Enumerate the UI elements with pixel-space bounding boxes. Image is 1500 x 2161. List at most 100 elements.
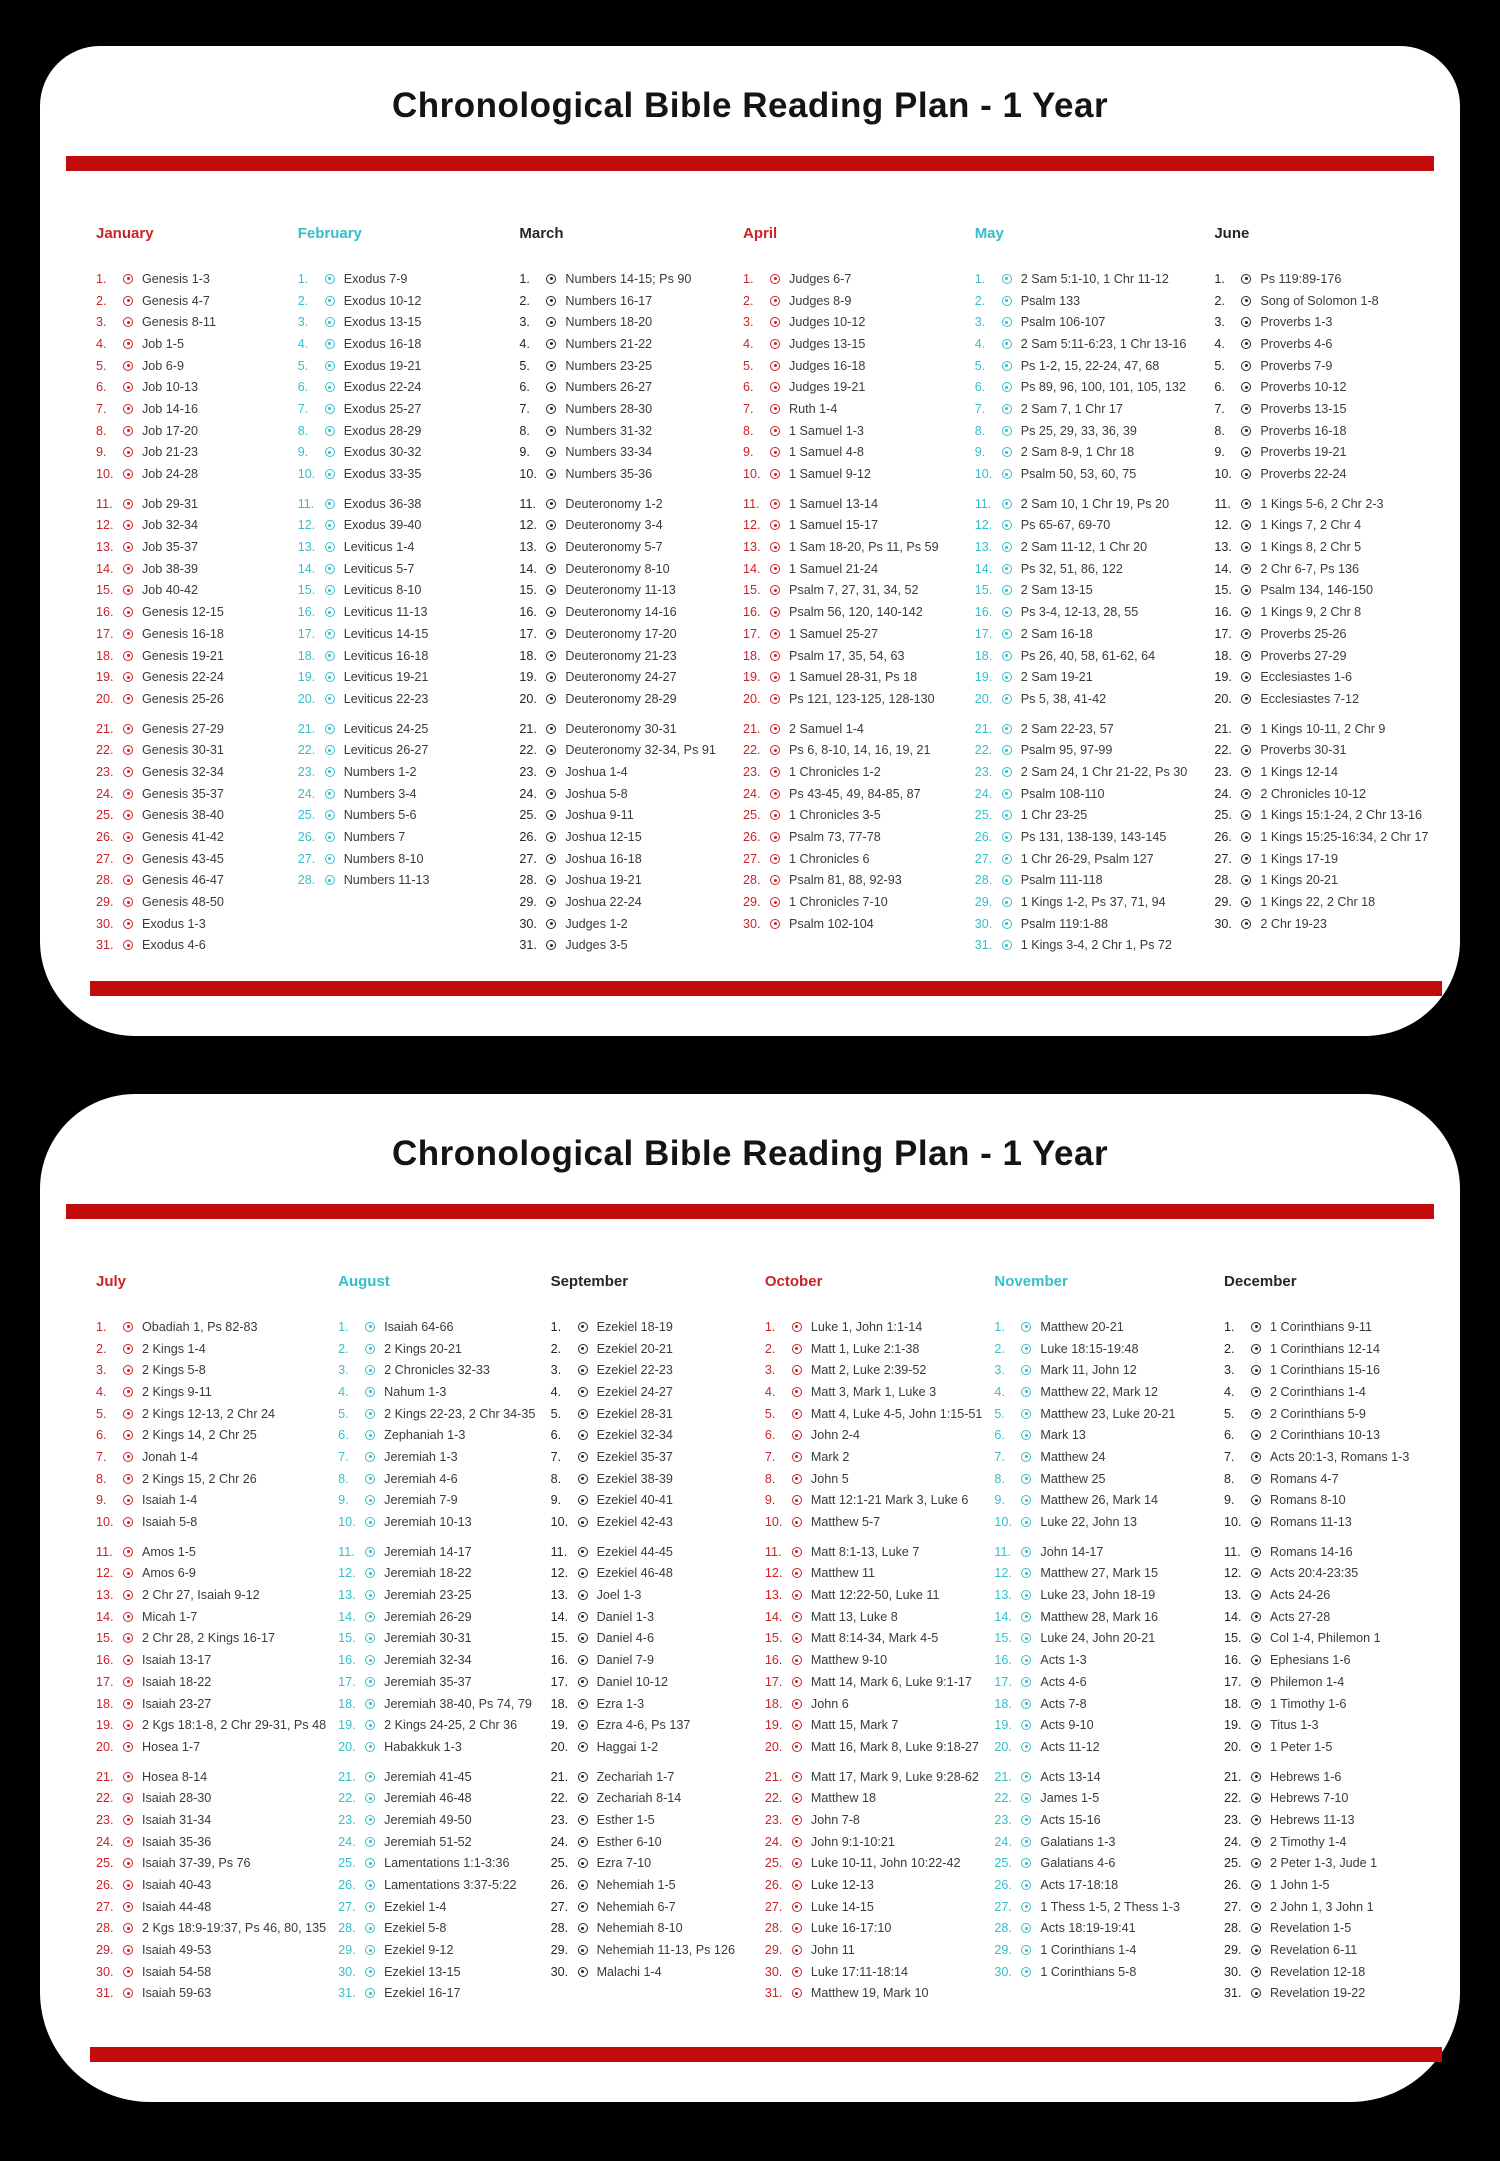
reading-row: 12. Ezekiel 46-48	[551, 1563, 753, 1585]
reading-text: Jeremiah 46-48	[384, 1791, 472, 1806]
reading-text: Galatians 1-3	[1040, 1834, 1116, 1849]
check-circle-icon	[123, 853, 133, 864]
check-circle-icon	[365, 1676, 376, 1687]
check-circle-icon	[1241, 360, 1252, 371]
reading-text: Judges 13-15	[789, 336, 866, 351]
reading-text: Ezekiel 13-15	[384, 1964, 461, 1979]
check-circle-icon	[324, 295, 335, 306]
day-number: 10.	[994, 1515, 1012, 1530]
reading-text: Psalm 108-110	[1020, 786, 1105, 801]
day-number: 26.	[1224, 1878, 1242, 1893]
month-column-august: August 1. Isaiah 64-66 2. 2 Kings 20-21 3. 2 C…	[338, 1273, 538, 2004]
check-circle-icon	[1021, 1365, 1032, 1376]
check-circle-icon	[577, 1655, 588, 1666]
check-circle-icon	[365, 1321, 376, 1332]
check-circle-icon	[1001, 382, 1012, 393]
check-circle-icon	[324, 360, 335, 371]
check-circle-icon	[365, 1408, 376, 1419]
reading-text: 1 Corinthians 5-8	[1040, 1964, 1137, 1979]
day-number: 22.	[764, 1791, 783, 1806]
reading-text: Proverbs 1-3	[1260, 315, 1333, 330]
check-circle-icon	[1001, 723, 1012, 734]
check-circle-icon	[770, 693, 781, 704]
reading-row: 19. 2 Kings 24-25, 2 Chr 36	[338, 1714, 538, 1736]
reading-text: Jeremiah 38-40, Ps 74, 79	[384, 1696, 532, 1711]
day-number: 8.	[743, 423, 754, 438]
check-circle-icon	[365, 1793, 376, 1804]
reading-row: 27. Joshua 16-18	[519, 848, 731, 870]
day-number: 3.	[519, 315, 530, 330]
reading-row: 30. Ezekiel 13-15	[338, 1961, 538, 1983]
reading-text: Mark 11, John 12	[1040, 1363, 1137, 1378]
day-number: 4.	[1224, 1384, 1235, 1399]
day-number: 8.	[338, 1471, 349, 1486]
check-circle-icon	[123, 425, 133, 436]
reading-text: Genesis 8-11	[142, 315, 216, 330]
reading-text: Proverbs 27-29	[1260, 648, 1347, 663]
day-number: 19.	[1224, 1718, 1242, 1733]
day-number: 1.	[96, 1319, 107, 1334]
day-number: 14.	[743, 561, 761, 576]
month-column-november: November 1. Matthew 20-21 2. Luke 18:15-19:4…	[994, 1273, 1212, 2004]
reading-row: 20. Habakkuk 1-3	[338, 1736, 538, 1758]
day-number: 16.	[743, 605, 761, 620]
day-number: 17.	[96, 626, 114, 641]
reading-text: John 6	[810, 1696, 849, 1711]
reading-row: 14. Job 38-39	[96, 558, 286, 580]
day-number: 21.	[743, 721, 761, 736]
reading-text: Matt 16, Mark 8, Luke 9:18-27	[810, 1739, 979, 1754]
reading-row: 19. 2 Sam 19-21	[975, 666, 1203, 688]
reading-text: Titus 1-3	[1270, 1718, 1319, 1733]
day-number: 10.	[297, 467, 316, 482]
day-number: 3.	[764, 1363, 776, 1378]
day-number: 25.	[743, 808, 761, 823]
reading-text: 1 Samuel 21-24	[789, 561, 878, 576]
reading-row: 25. Isaiah 37-39, Ps 76	[96, 1853, 326, 1875]
day-number: 3.	[743, 315, 754, 330]
check-circle-icon	[1251, 1793, 1262, 1804]
reading-text: Proverbs 4-6	[1260, 336, 1333, 351]
reading-row: 31. Revelation 19-22	[1224, 1983, 1434, 2005]
reading-text: Psalm 119:1-88	[1020, 916, 1108, 931]
day-number: 13.	[1214, 540, 1232, 555]
check-circle-icon	[1021, 1771, 1032, 1782]
check-circle-icon	[123, 810, 133, 821]
reading-row: 28. Acts 18:19-19:41	[994, 1918, 1212, 1940]
reading-row: 1. Judges 6-7	[743, 268, 963, 290]
reading-text: Job 29-31	[142, 496, 199, 511]
reading-row: 24. 2 Chronicles 10-12	[1214, 783, 1434, 805]
reading-row: 17. 1 Samuel 25-27	[743, 623, 963, 645]
day-number: 17.	[297, 626, 316, 641]
reading-text: Romans 14-16	[1270, 1544, 1353, 1559]
reading-text: Numbers 33-34	[565, 445, 653, 460]
check-circle-icon	[365, 1698, 376, 1709]
reading-text: Ephesians 1-6	[1270, 1653, 1351, 1668]
check-circle-icon	[770, 382, 781, 393]
reading-text: Psalm 7, 27, 31, 34, 52	[789, 583, 919, 598]
check-circle-icon	[123, 1741, 133, 1752]
day-number: 6.	[338, 1428, 349, 1443]
reading-text: Genesis 32-34	[142, 764, 224, 779]
check-circle-icon	[577, 1923, 588, 1934]
reading-text: Matt 8:14-34, Mark 4-5	[810, 1631, 939, 1646]
reading-text: Matthew 25	[1040, 1471, 1106, 1486]
check-circle-icon	[1251, 1988, 1262, 1999]
reading-text: Leviticus 1-4	[343, 540, 415, 555]
reading-text: Matt 15, Mark 7	[810, 1718, 899, 1733]
reading-row: 15. Daniel 4-6	[551, 1628, 753, 1650]
day-number: 30.	[994, 1964, 1012, 1979]
day-number: 25.	[297, 808, 316, 823]
reading-text: Joshua 12-15	[565, 830, 642, 845]
reading-text: Matt 12:1-21 Mark 3, Luke 6	[810, 1493, 969, 1508]
check-circle-icon	[1251, 1590, 1262, 1601]
reading-text: Luke 24, John 20-21	[1040, 1631, 1156, 1646]
month-column-september: September 1. Ezekiel 18-19 2. Ezekiel 20-21 3…	[551, 1273, 753, 2004]
day-number: 5.	[550, 1406, 562, 1421]
check-circle-icon	[324, 766, 335, 777]
reading-row: 13. Job 35-37	[96, 536, 286, 558]
reading-text: 1 Peter 1-5	[1270, 1739, 1333, 1754]
check-circle-icon	[770, 338, 781, 349]
months-grid: January 1. Genesis 1-3 2. Genesis 4-7 3. Genes…	[96, 225, 1434, 956]
reading-row: 18. 1 Timothy 1-6	[1224, 1693, 1434, 1715]
reading-text: Isaiah 31-34	[142, 1812, 212, 1827]
